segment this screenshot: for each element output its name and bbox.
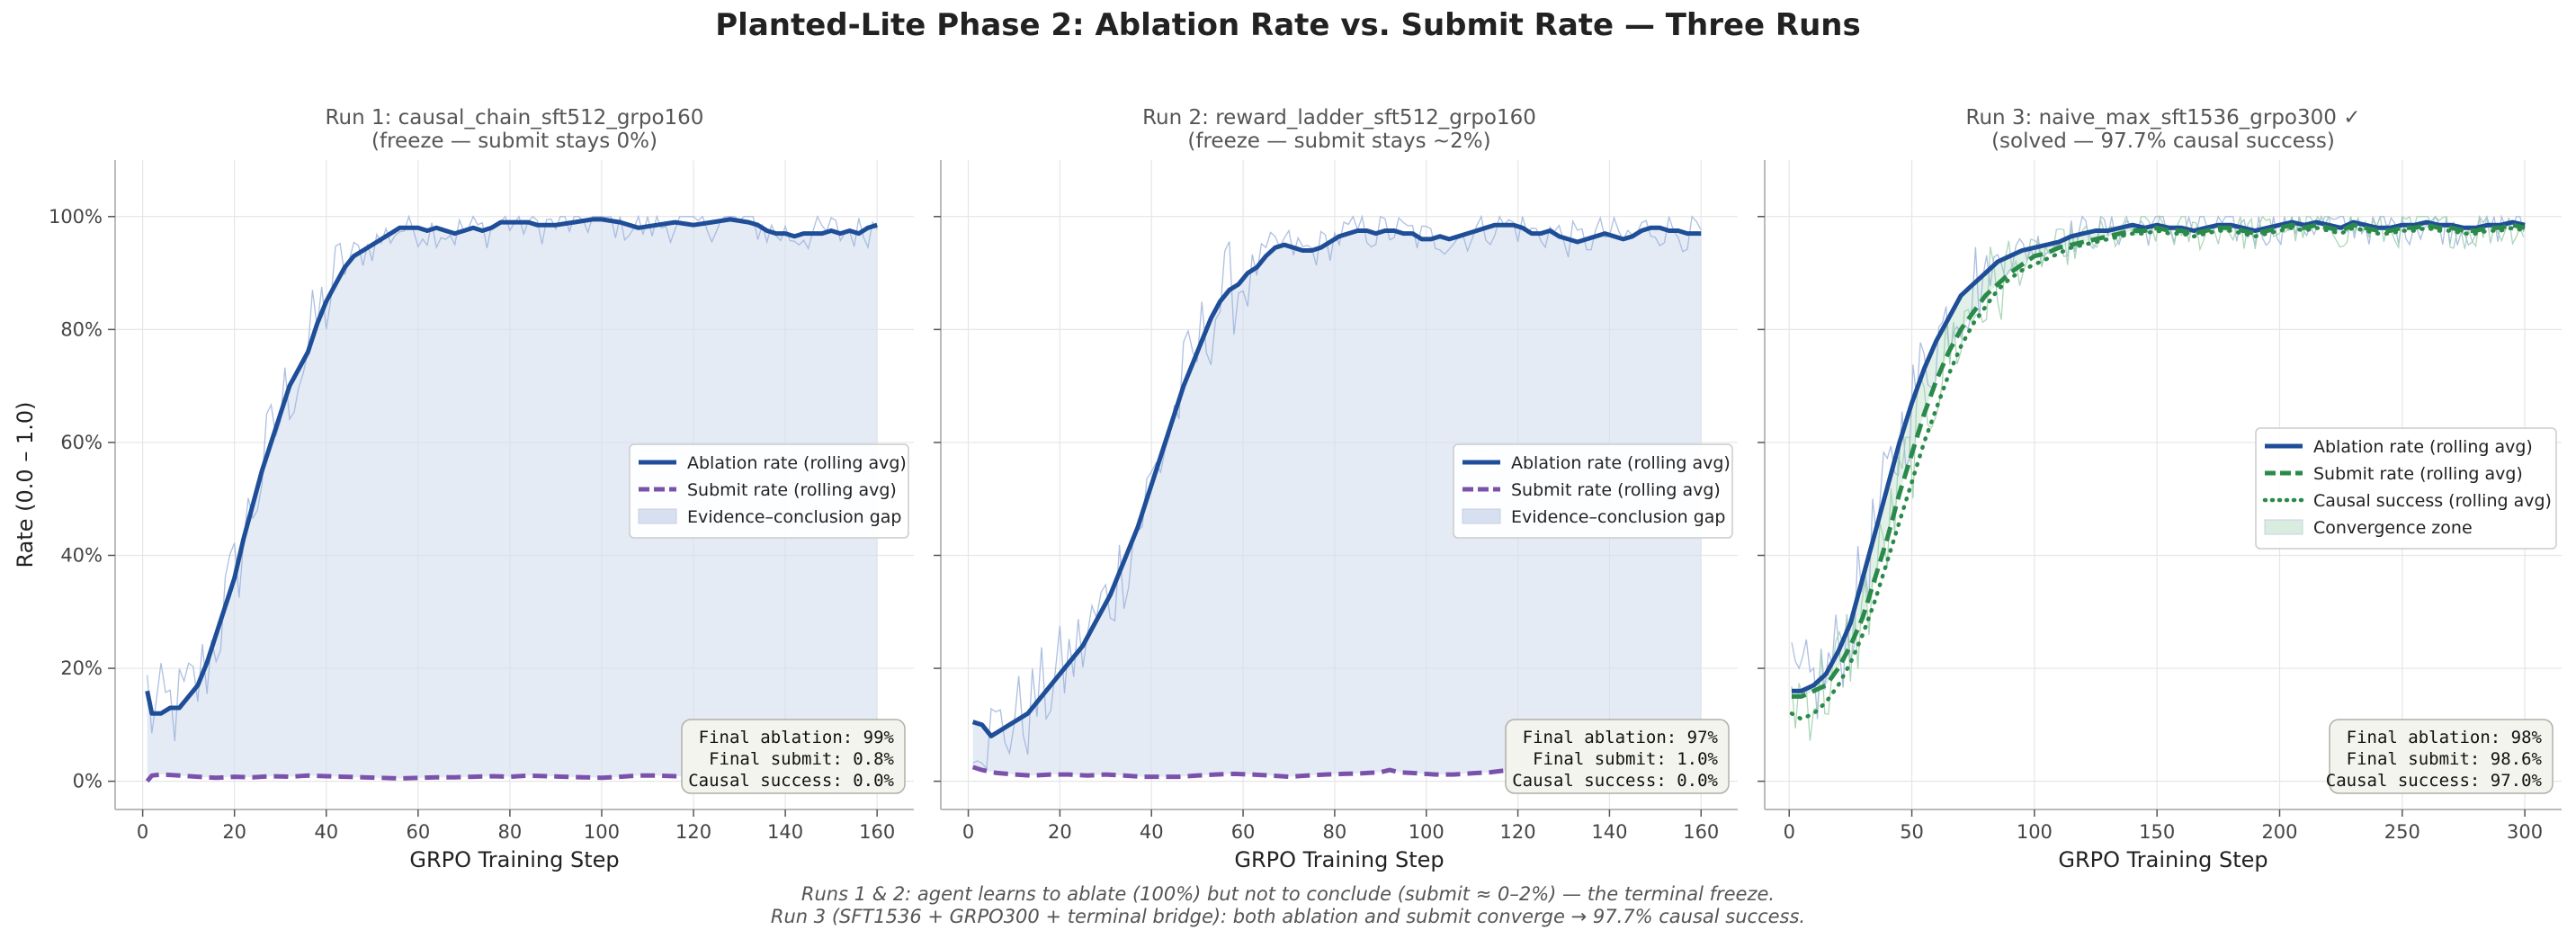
x-tick-label: 100 [2017,821,2053,843]
series-line-1 [971,222,1702,738]
panel-2: Run 2: reward_ladder_sft512_grpo160(free… [934,106,1738,872]
y-tick-label: 80% [60,318,103,340]
x-tick-label: 60 [406,821,430,843]
legend-swatch [1462,508,1501,524]
y-tick-label: 40% [60,544,103,566]
legend-label: Evidence–conclusion gap [1511,507,1725,527]
legend-label: Submit rate (rolling avg) [2313,464,2523,484]
legend-label: Causal success (rolling avg) [2313,491,2552,511]
x-axis-label: GRPO Training Step [2058,847,2267,872]
series-line-1 [1792,219,2526,693]
legend-label: Submit rate (rolling avg) [1511,480,1721,500]
caption-line-1: Runs 1 & 2: agent learns to ablate (100%… [801,883,1775,905]
x-tick-label: 20 [1048,821,1072,843]
figure-title: Planted-Lite Phase 2: Ablation Rate vs. … [715,7,1861,43]
x-tick-label: 20 [222,821,246,843]
x-tick-label: 40 [314,821,338,843]
series-line-3 [1789,226,2527,721]
x-tick-label: 0 [962,821,974,843]
stats-box [1505,719,1730,794]
x-tick-label: 0 [1784,821,1795,843]
stats-line: Final ablation: 99% [699,728,895,747]
x-tick-label: 120 [675,821,711,843]
y-tick-label: 0% [73,771,103,792]
x-tick-label: 140 [1591,821,1627,843]
figure-caption: Runs 1 & 2: agent learns to ablate (100%… [0,883,2576,928]
stats-line: Causal success: 0.0% [688,771,894,791]
panel-subtitle: (freeze — submit stays ~2%) [1187,130,1490,153]
series-line-2 [971,765,1702,780]
x-axis-label: GRPO Training Step [1234,847,1444,872]
x-tick-label: 80 [1323,821,1347,843]
series-line-1 [145,217,878,716]
stats-line: Final submit: 0.8% [709,749,894,769]
legend-swatch [2264,519,2303,535]
x-tick-label: 250 [2384,821,2420,843]
panel-3: Run 3: naive_max_sft1536_grpo300 ✓(solve… [1758,106,2562,872]
x-tick-label: 150 [2139,821,2175,843]
stats-box [681,719,906,794]
legend-label: Convergence zone [2313,518,2473,538]
x-tick-label: 120 [1500,821,1536,843]
panel-title: Run 3: naive_max_sft1536_grpo300 ✓ [1966,106,2361,130]
x-tick-label: 40 [1140,821,1164,843]
panel-title: Run 2: reward_ladder_sft512_grpo160 [1142,106,1536,130]
legend-swatch [638,508,677,524]
panel-subtitle: (solved — 97.7% causal success) [1991,130,2335,153]
y-tick-label: 20% [60,657,103,679]
panel-subtitle: (freeze — submit stays 0%) [371,130,657,153]
stats-line: Causal success: 97.0% [2326,771,2543,791]
stats-box [2329,719,2554,794]
legend-box [1453,443,1733,539]
x-tick-label: 160 [859,821,895,843]
x-tick-label: 0 [137,821,148,843]
y-tick-label: 60% [60,432,103,453]
legend-label: Ablation rate (rolling avg) [2313,437,2533,457]
stats-line: Final submit: 1.0% [1533,749,1718,769]
x-tick-label: 60 [1231,821,1256,843]
x-tick-label: 200 [2261,821,2297,843]
legend-label: Evidence–conclusion gap [687,507,901,527]
legend-box [629,443,909,539]
stats-line: Causal success: 0.0% [1512,771,1718,791]
x-axis-label: GRPO Training Step [409,847,619,872]
gap-fill-area [972,225,1702,777]
x-tick-label: 100 [1409,821,1445,843]
legend-box [2255,427,2557,550]
y-tick-label: 100% [49,206,103,228]
x-tick-label: 80 [498,821,523,843]
y-axis-label: Rate (0.0 – 1.0) [13,402,38,568]
series-line-2 [1792,222,2526,699]
x-tick-label: 50 [1900,821,1924,843]
legend-label: Submit rate (rolling avg) [687,480,897,500]
stats-line: Final submit: 98.6% [2347,749,2543,769]
panel-title: Run 1: causal_chain_sft512_grpo160 [326,106,704,130]
raw-trace-1 [147,214,878,742]
legend-label: Ablation rate (rolling avg) [1511,453,1731,473]
x-tick-label: 100 [584,821,620,843]
panel-1: Run 1: causal_chain_sft512_grpo160(freez… [49,106,914,872]
stats-line: Final ablation: 98% [2347,728,2543,747]
caption-line-2: Run 3 (SFT1536 + GRPO300 + terminal brid… [770,906,1806,927]
x-tick-label: 160 [1683,821,1719,843]
gap-fill-area [147,219,878,782]
stats-line: Final ablation: 97% [1523,728,1719,747]
x-tick-label: 300 [2507,821,2543,843]
x-tick-label: 140 [767,821,803,843]
legend-label: Ablation rate (rolling avg) [687,453,907,473]
